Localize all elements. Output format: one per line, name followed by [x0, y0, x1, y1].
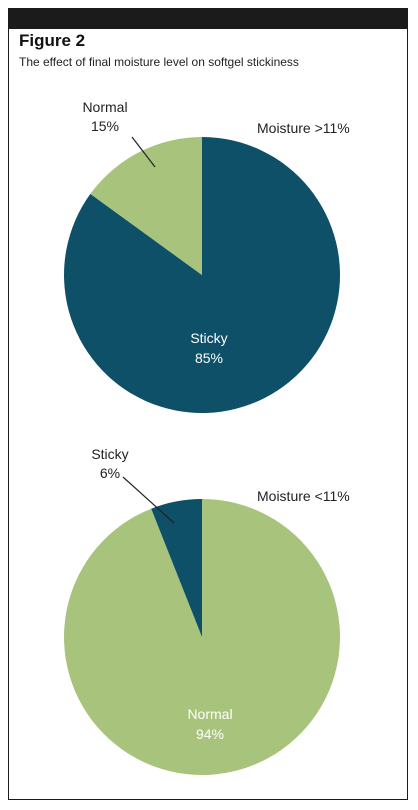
- slice-value-sticky: 6%: [100, 465, 120, 481]
- pie-slice-sticky: [64, 137, 341, 413]
- pie-title: Moisture >11%: [257, 120, 350, 136]
- slice-value-normal: 94%: [196, 726, 224, 742]
- pie-chart-moisture-high: Moisture >11% Normal 15% Sticky 85%: [64, 99, 350, 413]
- pie-title: Moisture <11%: [257, 488, 350, 504]
- figure-frame: Figure 2 The effect of final moisture le…: [8, 8, 408, 800]
- figure-title: Figure 2: [19, 31, 86, 50]
- slice-label-normal: Normal: [187, 706, 232, 722]
- leader-line: [131, 136, 156, 168]
- figure-subtitle: The effect of final moisture level on so…: [19, 55, 299, 69]
- slice-value-sticky: 85%: [195, 350, 223, 366]
- pie-charts: Moisture >11% Normal 15% Sticky 85% Mois…: [63, 99, 350, 776]
- slice-value-normal: 15%: [91, 118, 119, 134]
- leader-line: [122, 476, 175, 524]
- figure-top-bar: [9, 9, 407, 29]
- slice-label-sticky: Sticky: [91, 446, 128, 462]
- slice-label-sticky: Sticky: [190, 330, 227, 346]
- pie-slice-sticky: [151, 499, 202, 637]
- pie-slice-normal: [90, 137, 202, 275]
- slice-label-normal: Normal: [82, 99, 127, 115]
- pie-slice-normal: [63, 499, 340, 776]
- pie-chart-moisture-low: Moisture <11% Sticky 6% Normal 94%: [63, 446, 350, 776]
